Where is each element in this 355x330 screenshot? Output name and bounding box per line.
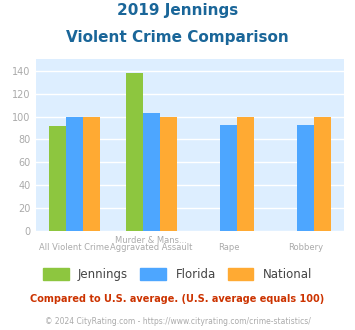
Text: © 2024 CityRating.com - https://www.cityrating.com/crime-statistics/: © 2024 CityRating.com - https://www.city… [45, 317, 310, 326]
Text: Aggravated Assault: Aggravated Assault [110, 243, 192, 251]
Bar [83, 116, 100, 231]
Text: 2019 Jennings: 2019 Jennings [117, 3, 238, 18]
Text: Rape: Rape [218, 243, 239, 251]
Bar [297, 125, 314, 231]
Bar [314, 116, 331, 231]
Bar [237, 116, 254, 231]
Text: Robbery: Robbery [288, 243, 323, 251]
Bar [49, 126, 66, 231]
Legend: Jennings, Florida, National: Jennings, Florida, National [38, 263, 317, 286]
Bar [160, 116, 177, 231]
Text: Violent Crime Comparison: Violent Crime Comparison [66, 30, 289, 45]
Bar [66, 116, 83, 231]
Text: All Violent Crime: All Violent Crime [39, 243, 109, 251]
Text: Murder & Mans...: Murder & Mans... [115, 236, 187, 245]
Bar [126, 73, 143, 231]
Text: Compared to U.S. average. (U.S. average equals 100): Compared to U.S. average. (U.S. average … [31, 294, 324, 304]
Bar [143, 113, 160, 231]
Bar [220, 125, 237, 231]
